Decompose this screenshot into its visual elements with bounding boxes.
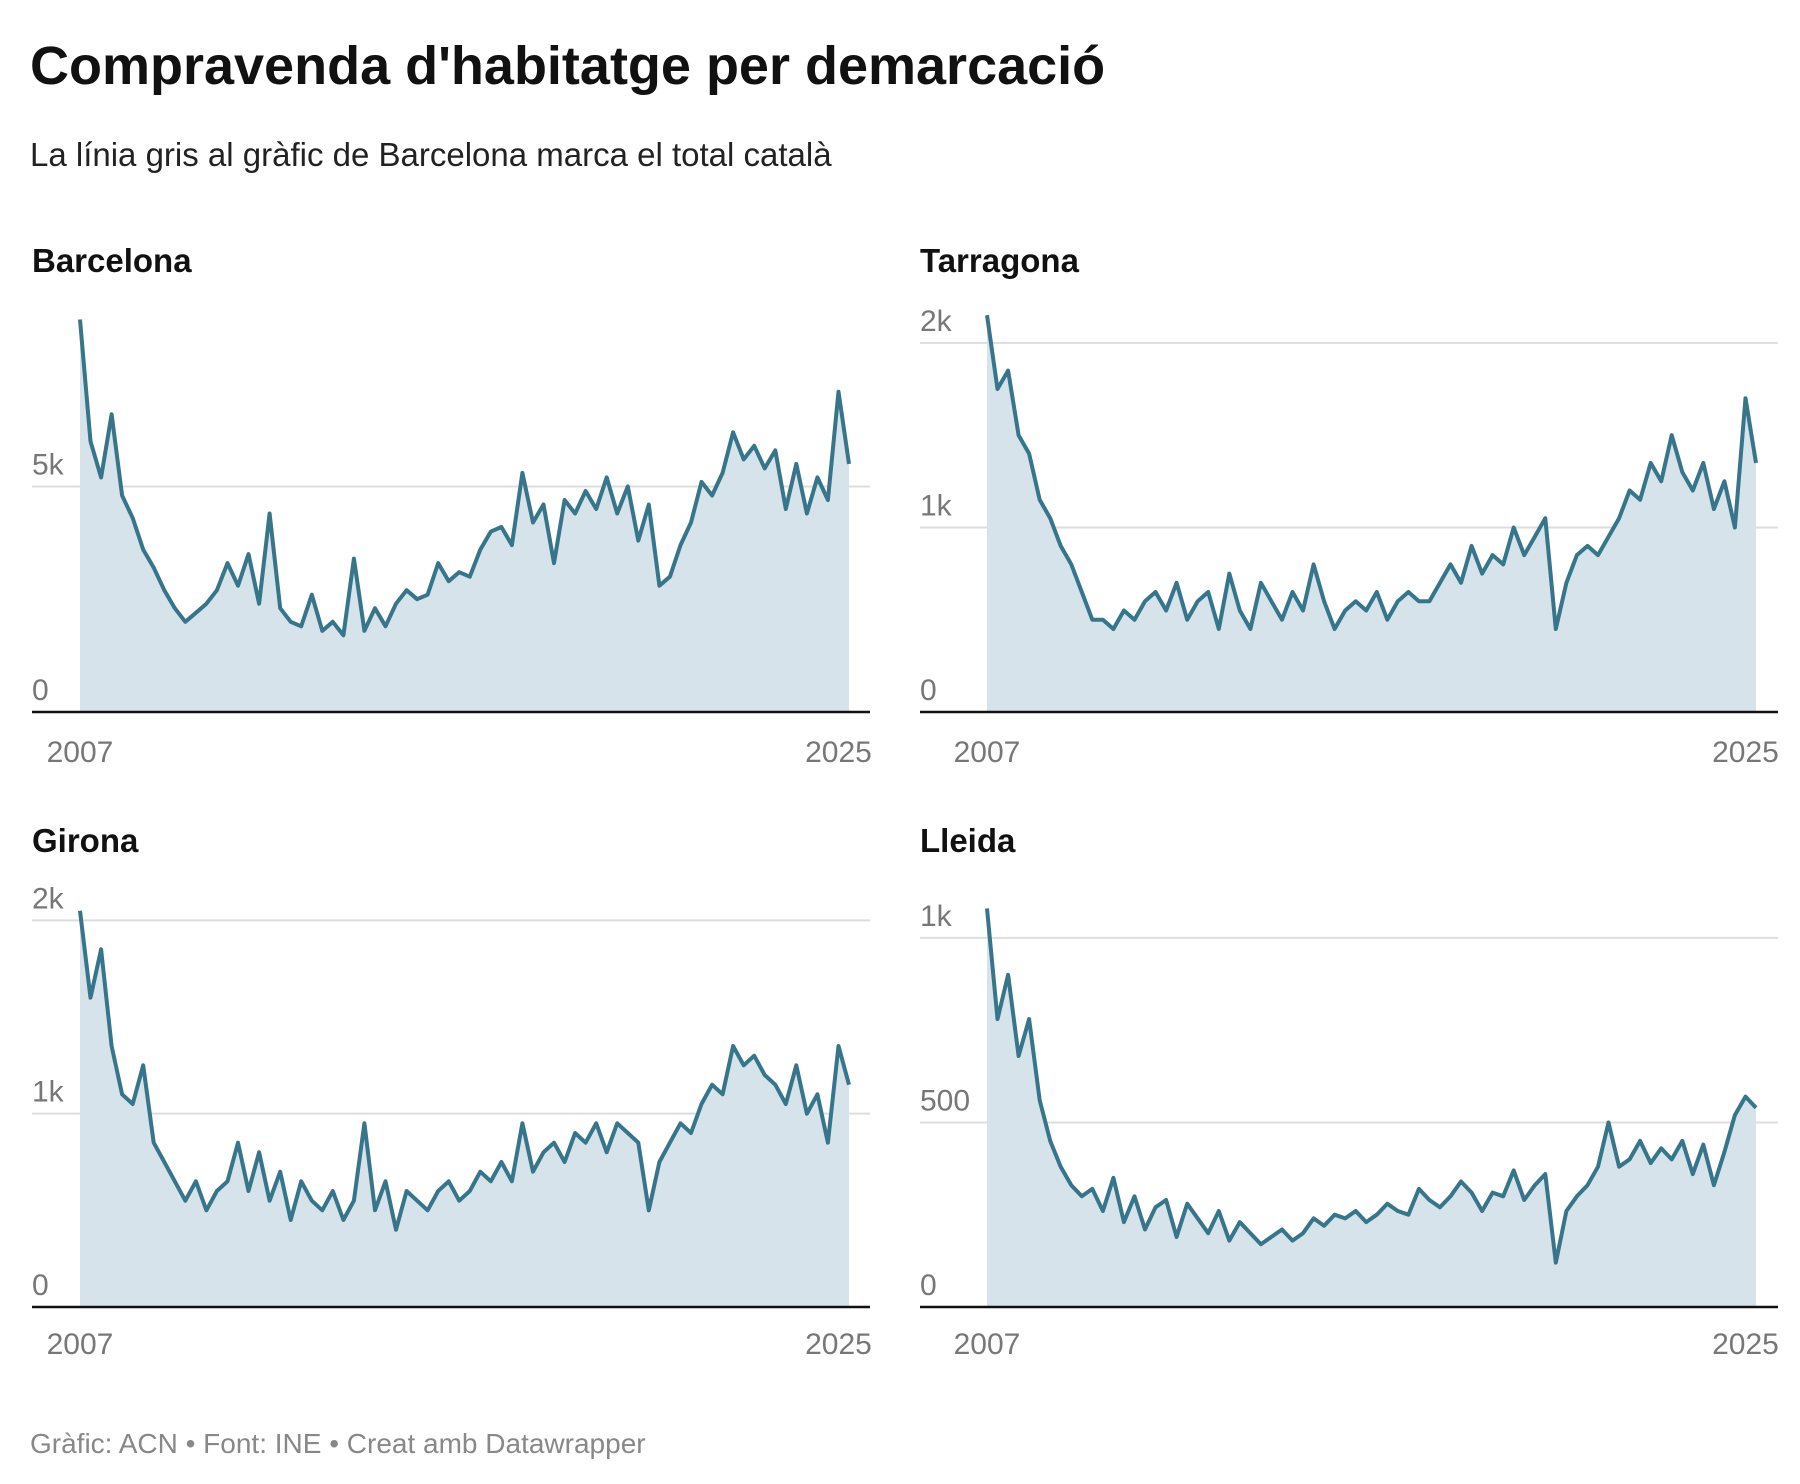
- panel-title: Lleida: [920, 822, 1016, 859]
- y-tick-label: 0: [32, 1269, 49, 1302]
- line: [78, 319, 851, 638]
- y-tick-label: 500: [920, 1084, 970, 1117]
- y-tick-label: 0: [920, 674, 937, 707]
- x-tick-label: 2007: [954, 736, 1021, 769]
- line: [78, 910, 851, 1232]
- y-tick-label: 1k: [32, 1076, 65, 1109]
- subtitle: La línia gris al gràfic de Barcelona mar…: [30, 136, 832, 173]
- y-tick-label: 1k: [920, 900, 953, 933]
- x-tick-label: 2007: [954, 1328, 1021, 1361]
- footer: Gràfic: ACN • Font: INE • Creat amb Data…: [30, 1428, 646, 1459]
- x-tick-label: 2007: [47, 736, 114, 769]
- y-tick-label: 5k: [32, 448, 65, 481]
- y-tick-label: 0: [920, 1269, 937, 1302]
- area-fill: [987, 315, 1756, 712]
- area-fill: [987, 908, 1756, 1307]
- title: Compravenda d'habitatge per demarcació: [30, 36, 1105, 96]
- line: [985, 908, 1758, 1265]
- line: [985, 314, 1758, 631]
- x-tick-label: 2025: [1712, 1328, 1779, 1361]
- area-fill: [80, 910, 849, 1307]
- y-tick-label: 2k: [920, 305, 953, 338]
- area-fill: [80, 319, 849, 712]
- panel-title: Barcelona: [32, 242, 192, 279]
- x-tick-label: 2025: [1712, 736, 1779, 769]
- x-tick-label: 2007: [47, 1328, 114, 1361]
- panel-title: Tarragona: [920, 242, 1080, 279]
- x-tick-label: 2025: [805, 1328, 872, 1361]
- x-tick-label: 2025: [805, 736, 872, 769]
- y-tick-label: 1k: [920, 489, 953, 522]
- y-tick-label: 0: [32, 674, 49, 707]
- y-tick-label: 2k: [32, 882, 65, 915]
- panel-title: Girona: [32, 822, 139, 859]
